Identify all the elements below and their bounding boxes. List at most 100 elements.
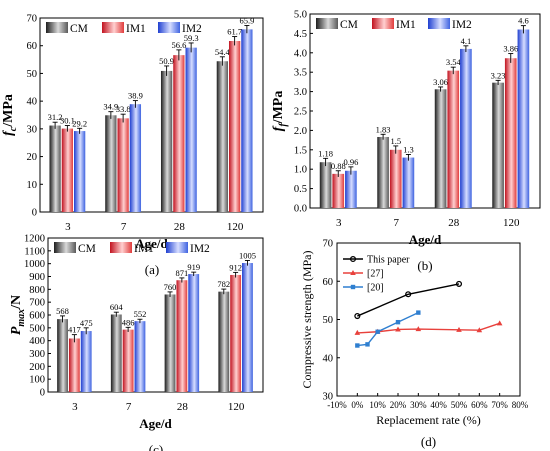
legend-swatch-cm bbox=[54, 242, 76, 253]
data-label: 871 bbox=[176, 268, 189, 278]
y-tick-label: 20 bbox=[27, 152, 38, 163]
x-tick-label: 120 bbox=[227, 221, 244, 233]
panel-label: (b) bbox=[417, 258, 432, 273]
data-label: 50.9 bbox=[159, 56, 174, 66]
legend-entry: CM bbox=[78, 243, 96, 255]
data-label: 3.23 bbox=[491, 70, 506, 80]
legend-entry: CM bbox=[70, 23, 88, 35]
data-label: 59.3 bbox=[184, 33, 199, 43]
bar-im2 bbox=[241, 29, 253, 213]
chart-panel-a: 0 10 20 30 40 50 60 70 3 31.230.129.2 7 34.933.8 38.… bbox=[1, 14, 264, 277]
legend-entry: IM1 bbox=[126, 23, 146, 35]
y-axis-subscript: max bbox=[16, 309, 27, 327]
data-label: 0.88 bbox=[331, 161, 346, 171]
y-tick-label: 4.5 bbox=[294, 29, 307, 40]
data-point bbox=[456, 326, 462, 332]
data-label: 34.9 bbox=[103, 102, 118, 112]
data-label: 1.3 bbox=[403, 144, 414, 154]
y-axis-symbol: P bbox=[9, 326, 24, 335]
chart-panel-b: 0.0 0.5 1.0 1.5 2.0 2.5 3.0 3.5 4.0 4.5 5.0 3 1.18 0.… bbox=[271, 10, 541, 273]
bar-cm bbox=[377, 136, 389, 208]
data-label: 4.1 bbox=[461, 36, 472, 46]
x-tick-label: 70% bbox=[491, 400, 508, 410]
x-tick-label: 0% bbox=[351, 400, 364, 410]
data-label: 1.83 bbox=[376, 124, 391, 134]
bar-cm bbox=[218, 291, 230, 392]
bar-im2 bbox=[80, 331, 92, 392]
y-tick-label: 50 bbox=[27, 69, 38, 80]
panel-label: (d) bbox=[421, 434, 436, 449]
legend-swatch-im2 bbox=[166, 242, 188, 253]
bar-im1 bbox=[230, 274, 242, 392]
x-axis-label: Age/d bbox=[139, 416, 172, 431]
data-point bbox=[496, 320, 503, 326]
data-label: 760 bbox=[164, 282, 177, 292]
y-axis-subscript: f bbox=[278, 122, 289, 127]
data-label: 4.6 bbox=[518, 16, 529, 26]
x-tick-label: 7 bbox=[394, 217, 400, 229]
bar-im2 bbox=[185, 47, 197, 213]
data-point bbox=[355, 343, 360, 348]
bar-im2 bbox=[460, 48, 472, 208]
legend-entry: CM bbox=[340, 19, 358, 31]
y-tick-label: 5.0 bbox=[294, 10, 307, 21]
y-axis-unit: /MPa bbox=[1, 94, 16, 128]
data-label: 475 bbox=[80, 318, 93, 328]
y-tick-label: 200 bbox=[29, 362, 45, 373]
bar-im2 bbox=[188, 274, 200, 392]
y-axis-label: fc/MPa bbox=[1, 94, 19, 136]
y-axis-label: Pmax/N bbox=[9, 295, 27, 335]
legend-entry: IM2 bbox=[452, 19, 472, 31]
bar-cm bbox=[110, 314, 122, 392]
bar-cm bbox=[492, 82, 504, 208]
legend-swatch-im2 bbox=[428, 18, 450, 29]
y-tick-label: 1.0 bbox=[294, 165, 307, 176]
y-tick-label: 0.0 bbox=[294, 204, 307, 215]
x-tick-label: 40% bbox=[430, 400, 447, 410]
y-tick-label: 50 bbox=[323, 315, 334, 326]
y-tick-label: 800 bbox=[29, 285, 45, 296]
bar-im2 bbox=[129, 104, 142, 212]
y-axis-label: Compressive strength (MPa) bbox=[300, 251, 314, 389]
bar-im1 bbox=[176, 280, 188, 392]
data-point bbox=[395, 326, 401, 332]
data-label: 417 bbox=[68, 325, 81, 335]
y-axis-label: ff/MPa bbox=[271, 91, 289, 132]
y-tick-label: 2.0 bbox=[294, 126, 307, 137]
bar-cm bbox=[434, 89, 447, 208]
x-tick-label: 30% bbox=[410, 400, 427, 410]
legend-swatch-im1 bbox=[372, 18, 394, 29]
data-point bbox=[375, 329, 380, 334]
data-label: 552 bbox=[134, 309, 147, 319]
y-axis-symbol: f bbox=[271, 125, 286, 131]
legend-entry: [27] bbox=[367, 269, 384, 280]
data-label: 1005 bbox=[239, 250, 256, 260]
x-tick-label: 50% bbox=[451, 400, 468, 410]
x-axis-label: Replacement rate (%) bbox=[376, 413, 481, 427]
data-label: 919 bbox=[187, 262, 200, 272]
y-tick-label: 300 bbox=[29, 349, 45, 360]
data-point bbox=[354, 329, 361, 335]
x-tick-label: 7 bbox=[126, 401, 132, 413]
x-tick-label: 3 bbox=[336, 217, 342, 229]
bar-cm bbox=[49, 125, 61, 212]
bar-cm bbox=[57, 319, 68, 392]
y-tick-label: 70 bbox=[323, 239, 334, 250]
legend-entry: IM1 bbox=[134, 243, 154, 255]
bar-im2 bbox=[134, 321, 146, 392]
legend-swatch-cm bbox=[316, 18, 338, 29]
y-tick-label: 0 bbox=[40, 388, 45, 399]
legend-entry: [20] bbox=[367, 283, 384, 294]
x-axis-label: Age/d bbox=[409, 232, 442, 247]
x-tick-label: 120 bbox=[228, 401, 245, 413]
bar-im1 bbox=[447, 70, 460, 208]
x-tick-label: 80% bbox=[512, 400, 529, 410]
y-tick-label: 10 bbox=[27, 180, 38, 191]
legend-swatch-im1 bbox=[110, 242, 132, 253]
legend-entry: This paper bbox=[367, 255, 410, 266]
data-label: 3.86 bbox=[503, 44, 518, 54]
data-label: 1.5 bbox=[390, 136, 401, 146]
data-label: 54.4 bbox=[215, 47, 231, 57]
